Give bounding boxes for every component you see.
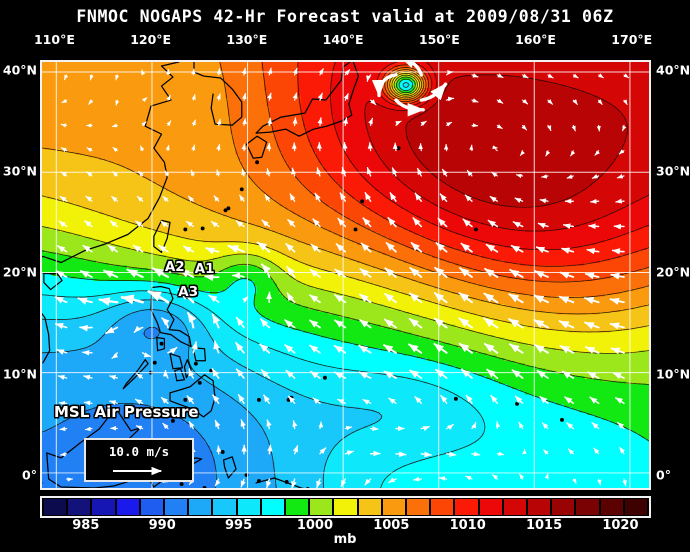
- colorbar-swatch: [140, 499, 164, 515]
- longitude-tick: 110°E: [34, 32, 75, 47]
- colorbar-swatch: [286, 499, 309, 515]
- colorbar-swatch: [165, 499, 188, 515]
- colorbar-swatch: [407, 499, 430, 515]
- wind-scale-label: 10.0 m/s: [86, 444, 192, 459]
- colorbar-swatch: [237, 499, 260, 515]
- colorbar-swatch: [358, 499, 381, 515]
- latitude-tick: 30°N: [3, 164, 37, 179]
- colorbar-swatch: [92, 499, 115, 515]
- colorbar-swatch: [528, 499, 551, 515]
- colorbar-swatch: [552, 499, 575, 515]
- latitude-tick: 10°N: [3, 366, 37, 381]
- longitude-tick: 160°E: [515, 32, 556, 47]
- colorbar-tick: 985: [72, 518, 99, 533]
- map-plot-area[interactable]: MSL Air Pressure 10.0 m/s A1 A2 A3: [40, 60, 651, 490]
- colorbar-swatch: [479, 499, 502, 515]
- colorbar-swatch: [189, 499, 212, 515]
- longitude-axis: 110°E 120°E 130°E 140°E 150°E 160°E 170°E: [34, 32, 652, 48]
- colorbar-swatch: [213, 499, 236, 515]
- latitude-tick: 40°N: [3, 63, 37, 78]
- colorbar-tick: 1005: [373, 518, 409, 533]
- colorbar-swatch: [455, 499, 478, 515]
- colorbar-swatch: [624, 499, 648, 515]
- colorbar-tick-labels: 985 990 995 1000 1005 1010 1015 1020: [40, 518, 651, 536]
- colorbar-unit-label: mb: [0, 532, 690, 547]
- latitude-tick: 30°N: [656, 164, 690, 179]
- colorbar-swatch: [116, 499, 139, 515]
- colorbar-swatch: [431, 499, 454, 515]
- longitude-tick: 140°E: [323, 32, 364, 47]
- pressure-field-canvas: [42, 62, 649, 488]
- latitude-tick: 40°N: [656, 63, 690, 78]
- colorbar-tick: 1020: [602, 518, 638, 533]
- colorbar-swatch: [68, 499, 91, 515]
- colorbar-swatch: [261, 499, 285, 515]
- longitude-tick: 170°E: [611, 32, 652, 47]
- colorbar-swatch: [334, 499, 357, 515]
- latitude-axis-right: 40°N 30°N 20°N 10°N 0°: [651, 60, 690, 490]
- longitude-tick: 130°E: [226, 32, 267, 47]
- longitude-tick: 120°E: [130, 32, 171, 47]
- isobar-contours: [42, 62, 649, 488]
- page-title: FNMOC NOGAPS 42-Hr Forecast valid at 200…: [0, 7, 690, 26]
- colorbar-tick: 995: [225, 518, 252, 533]
- pressure-colorbar: [40, 496, 651, 518]
- longitude-tick: 150°E: [419, 32, 460, 47]
- latitude-tick: 20°N: [656, 265, 690, 280]
- colorbar-swatch: [576, 499, 599, 515]
- colorbar-swatch: [382, 499, 406, 515]
- colorbar-swatch: [44, 499, 67, 515]
- colorbar-swatch: [310, 499, 333, 515]
- latitude-axis-left: 40°N 30°N 20°N 10°N 0°: [0, 60, 40, 490]
- wind-scale-legend: 10.0 m/s: [84, 438, 194, 482]
- colorbar-tick: 990: [149, 518, 176, 533]
- latitude-tick: 10°N: [656, 366, 690, 381]
- arrow-right-icon: [112, 466, 163, 476]
- colorbar-swatch: [503, 499, 527, 515]
- latitude-tick: 0°: [656, 467, 671, 482]
- latitude-tick: 20°N: [3, 265, 37, 280]
- coastlines: [42, 62, 564, 488]
- colorbar-tick: 1015: [526, 518, 562, 533]
- colorbar-tick: 1000: [297, 518, 333, 533]
- latitude-tick: 0°: [22, 467, 37, 482]
- colorbar-swatch: [600, 499, 623, 515]
- colorbar-tick: 1010: [450, 518, 486, 533]
